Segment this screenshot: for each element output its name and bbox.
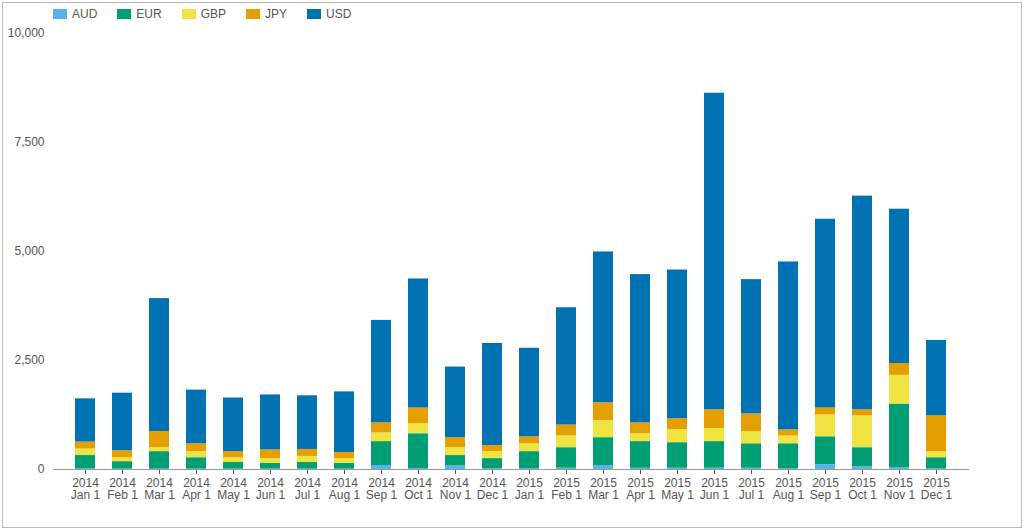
svg-text:2015Jun 1: 2015Jun 1: [700, 476, 730, 502]
svg-text:2014Oct 1: 2014Oct 1: [404, 476, 433, 502]
svg-text:2015Jan 1: 2015Jan 1: [515, 476, 545, 502]
svg-text:2015Dec 1: 2015Dec 1: [921, 476, 953, 502]
svg-text:2015Apr 1: 2015Apr 1: [626, 476, 655, 502]
svg-text:2014Feb 1: 2014Feb 1: [107, 476, 138, 502]
svg-text:2015Mar 1: 2015Mar 1: [588, 476, 619, 502]
svg-text:2014Aug 1: 2014Aug 1: [329, 476, 361, 502]
svg-text:2015Nov 1: 2015Nov 1: [884, 476, 916, 502]
svg-text:5,000: 5,000: [14, 244, 44, 258]
svg-text:2014Mar 1: 2014Mar 1: [144, 476, 175, 502]
html-text:EUR: EUR: [136, 7, 162, 21]
svg-text:2014Jan 1: 2014Jan 1: [71, 476, 101, 502]
html-text:USD: USD: [326, 7, 352, 21]
svg-text:2014Jul 1: 2014Jul 1: [294, 476, 321, 502]
svg-text:2014Apr 1: 2014Apr 1: [182, 476, 211, 502]
svg-text:2015Jul 1: 2015Jul 1: [738, 476, 765, 502]
svg-text:2015Aug 1: 2015Aug 1: [773, 476, 805, 502]
svg-text:2014Sep 1: 2014Sep 1: [366, 476, 398, 502]
html-text:AUD: AUD: [72, 7, 98, 21]
svg-text:2015Sep 1: 2015Sep 1: [810, 476, 842, 502]
html-text:JPY: JPY: [265, 7, 287, 21]
svg-text:10,000: 10,000: [8, 26, 45, 40]
svg-text:2014Dec 1: 2014Dec 1: [477, 476, 509, 502]
svg-text:0: 0: [38, 462, 45, 476]
svg-text:2014Jun 1: 2014Jun 1: [256, 476, 286, 502]
svg-text:2015Oct 1: 2015Oct 1: [848, 476, 877, 502]
html-text:GBP: GBP: [200, 7, 226, 21]
svg-text:2014Nov 1: 2014Nov 1: [440, 476, 472, 502]
svg-text:7,500: 7,500: [14, 135, 44, 149]
svg-text:2015May 1: 2015May 1: [661, 476, 694, 502]
svg-text:2015Feb 1: 2015Feb 1: [551, 476, 582, 502]
svg-text:2014May 1: 2014May 1: [217, 476, 250, 502]
svg-text:2,500: 2,500: [14, 353, 44, 367]
